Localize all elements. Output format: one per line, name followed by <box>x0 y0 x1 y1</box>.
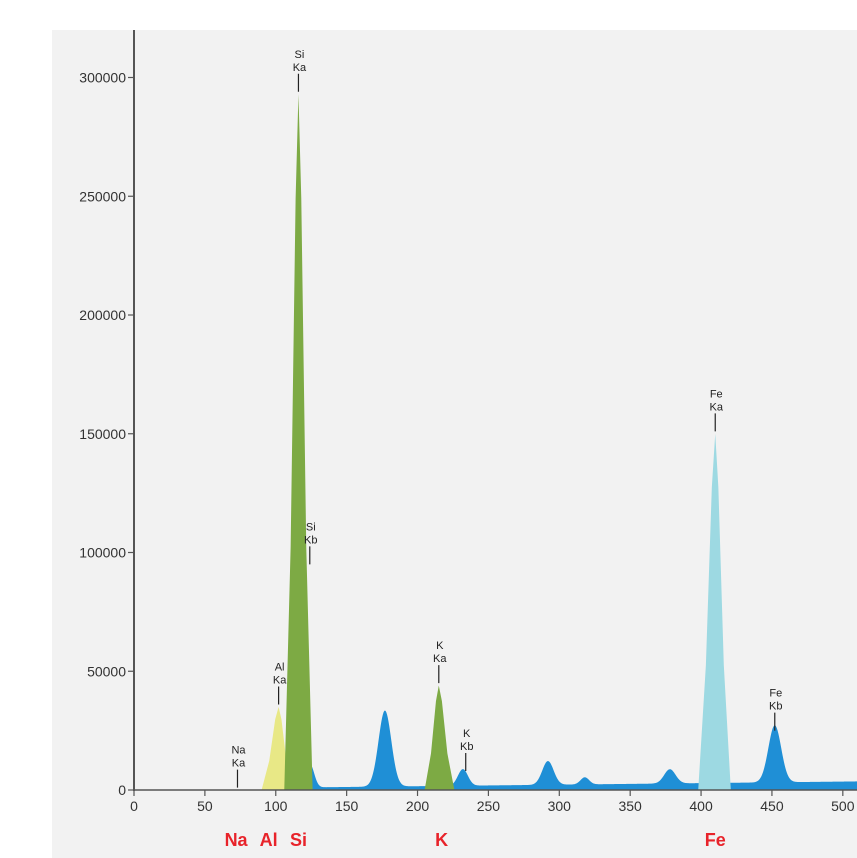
x-tick-label: 350 <box>618 798 642 814</box>
peak-label-line: Kb <box>304 534 317 546</box>
y-tick-label: 300000 <box>79 70 126 86</box>
x-tick-label: 500 <box>831 798 855 814</box>
peak-k <box>424 685 455 790</box>
x-tick-label: 50 <box>197 798 213 814</box>
element-label-na: Na <box>225 830 249 850</box>
y-tick-label: 50000 <box>87 663 126 679</box>
peak-label-element: Fe <box>710 388 723 400</box>
x-tick-label: 0 <box>130 798 138 814</box>
y-tick-label: 150000 <box>79 426 126 442</box>
element-label-layer: Na Al Si K Fe <box>225 830 726 850</box>
spectrum-background-area <box>134 710 857 790</box>
x-tick-label: 400 <box>689 798 713 814</box>
x-tick-label: 200 <box>406 798 430 814</box>
x-tick-label: 150 <box>335 798 359 814</box>
peak-label-element: Si <box>306 521 316 533</box>
peak-label-line: Ka <box>710 401 724 413</box>
peak-label-line: Ka <box>273 675 287 687</box>
peak-label-line: Ka <box>293 62 307 74</box>
y-tick-label: 0 <box>118 782 126 798</box>
y-tick-label: 200000 <box>79 307 126 323</box>
series-layer <box>134 94 857 790</box>
element-label-si: Si <box>290 830 307 850</box>
peak-label-line: Kb <box>460 741 473 753</box>
peak-label-line: Kb <box>769 701 782 713</box>
peak-label-line: Ka <box>433 653 447 665</box>
peak-label-element: Na <box>231 745 246 757</box>
peak-label-element: Si <box>295 49 305 61</box>
element-label-k: K <box>435 830 448 850</box>
peak-label-line: Ka <box>232 758 246 770</box>
peak-label-element: K <box>436 640 444 652</box>
peak-label-element: Al <box>275 662 285 674</box>
element-label-al: Al <box>260 830 278 850</box>
x-tick-label: 100 <box>264 798 288 814</box>
axis-layer: 0 50000 100000 150000 200000 250000 300000 0 50 1… <box>79 30 857 814</box>
peak-label-element: K <box>463 728 471 740</box>
x-tick-label: 250 <box>477 798 501 814</box>
y-tick-label: 250000 <box>79 188 126 204</box>
peak-fe <box>698 433 731 790</box>
x-tick-label: 450 <box>760 798 784 814</box>
peak-label-element: Fe <box>769 688 782 700</box>
peak-si <box>284 94 313 790</box>
y-tick-label: 100000 <box>79 545 126 561</box>
element-label-fe: Fe <box>705 830 726 850</box>
chart-background <box>52 30 857 858</box>
x-tick-label: 300 <box>548 798 572 814</box>
